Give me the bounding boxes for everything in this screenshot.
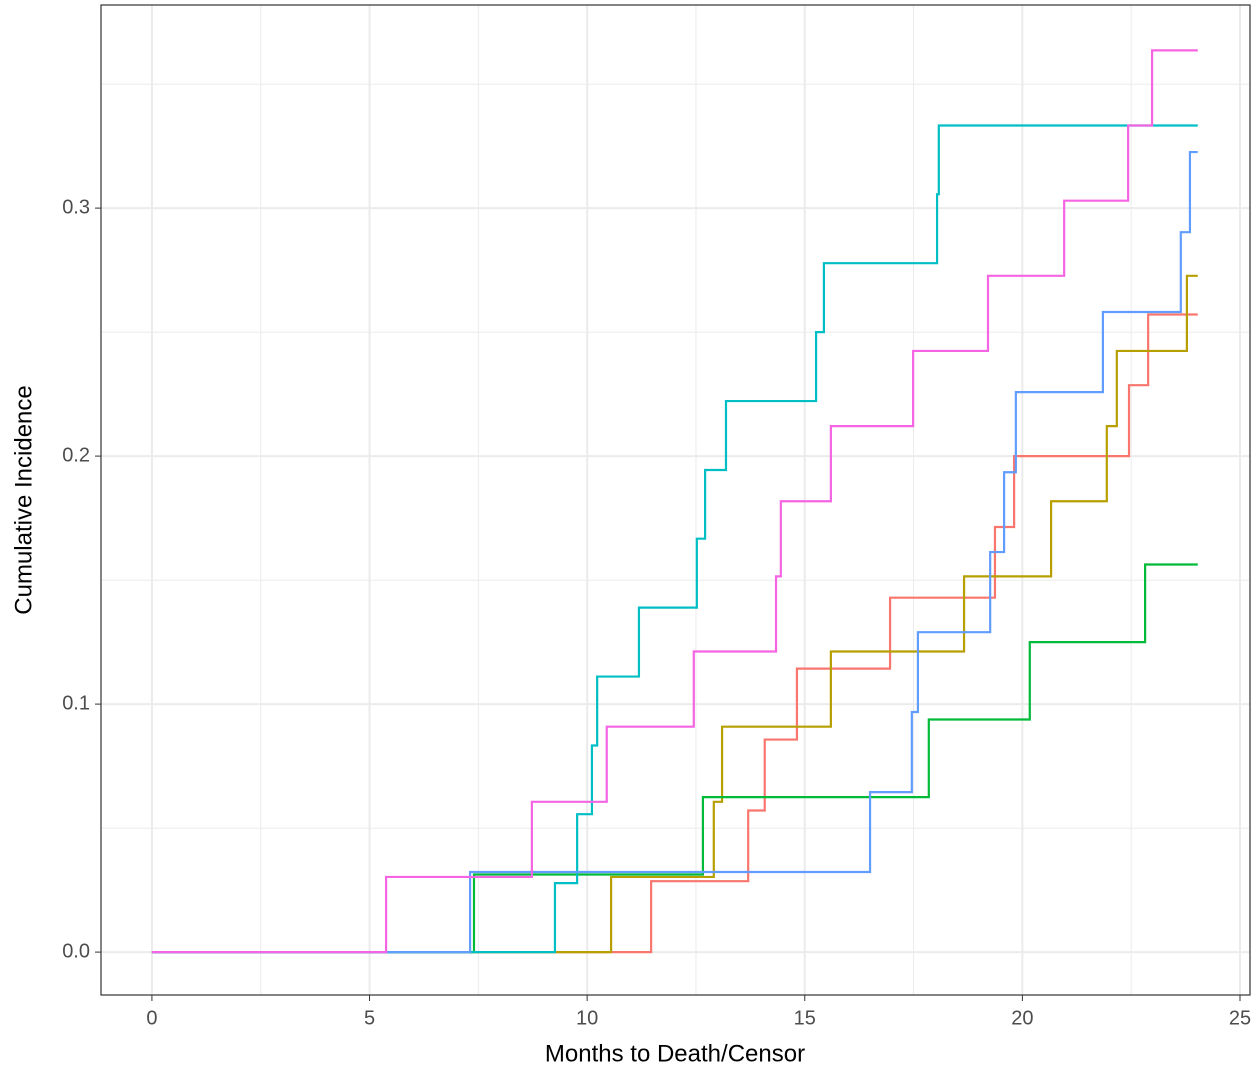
x-tick-label: 20 xyxy=(1011,1007,1033,1029)
y-tick-label: 0.0 xyxy=(62,940,90,962)
y-axis-title: Cumulative Incidence xyxy=(10,385,37,614)
step-line xyxy=(151,124,1198,954)
x-tick-label: 15 xyxy=(794,1007,816,1029)
step-line xyxy=(151,274,1198,954)
y-tick-label: 0.1 xyxy=(62,692,90,714)
x-tick-label: 0 xyxy=(146,1007,157,1029)
step-line xyxy=(151,313,1198,954)
step-line xyxy=(151,150,1198,954)
panel-border xyxy=(100,4,1251,996)
y-tick-label: 0.3 xyxy=(62,196,90,218)
step-line xyxy=(151,563,1198,954)
x-tick-label: 25 xyxy=(1229,1007,1251,1029)
x-axis-title: Months to Death/Censor xyxy=(545,1040,805,1067)
step-line xyxy=(151,49,1198,954)
y-tick-label: 0.2 xyxy=(62,444,90,466)
x-tick-label: 10 xyxy=(576,1007,598,1029)
x-tick-label: 5 xyxy=(364,1007,375,1029)
